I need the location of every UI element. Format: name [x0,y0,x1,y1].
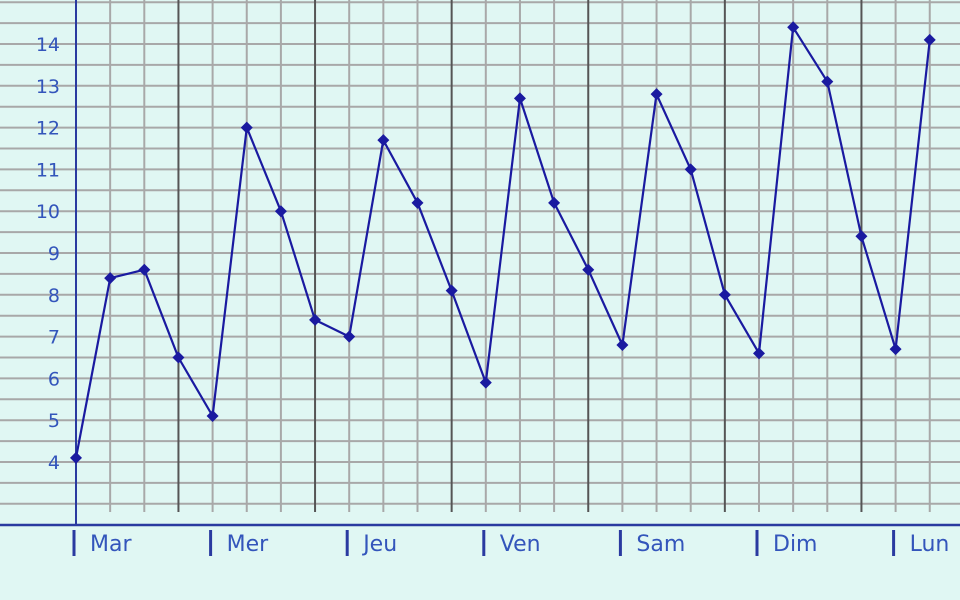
data-point [445,284,458,297]
x-tick-label: Mer [227,532,270,557]
data-point [582,263,595,276]
y-tick-label: 8 [48,285,60,307]
data-point [411,196,424,209]
series-line [74,26,931,459]
y-tick-label: 14 [36,34,60,56]
axes [0,0,960,527]
data-point [172,351,185,364]
data-point [650,88,663,101]
data-point [513,92,526,105]
data-point [821,75,834,88]
y-tick-label: 9 [48,243,60,265]
data-point [240,121,253,134]
data-point [548,196,561,209]
data-point [923,33,936,46]
y-tick-label: 4 [48,452,60,474]
y-tick-label: 6 [48,368,60,390]
data-point [138,263,151,276]
y-axis-ticks: 4 5 6 7 8 9 10 11 12 13 14 [36,34,60,474]
y-tick-label: 5 [48,410,60,432]
x-tick-label: Ven [500,532,541,557]
y-tick-label: 12 [36,118,60,140]
data-point [70,451,82,464]
data-point [309,313,322,326]
data-point [753,347,765,360]
y-tick-label: 7 [48,327,60,349]
y-tick-label: 11 [36,159,60,181]
x-tick-label: Lun [910,532,950,557]
data-point [206,410,219,423]
data-point [855,230,868,243]
y-tick-label: 10 [36,201,60,223]
y-tick-label: 13 [36,76,60,98]
data-point [616,338,629,351]
data-point [787,21,800,34]
x-tick-label: Mar [90,532,132,557]
data-point [889,343,902,356]
x-axis-ticks: Mar Mer Jeu Ven Sam Dim Lun [72,530,950,557]
x-tick-label: Jeu [361,532,397,557]
data-point [104,272,117,285]
data-point [274,205,287,218]
grid [0,0,960,512]
data-point [377,134,390,147]
x-tick-label: Sam [636,532,685,557]
data-point [343,330,356,343]
data-point [718,288,731,301]
series [70,21,936,464]
data-point [684,163,697,176]
data-point [479,376,492,389]
x-tick-label: Dim [773,532,817,557]
